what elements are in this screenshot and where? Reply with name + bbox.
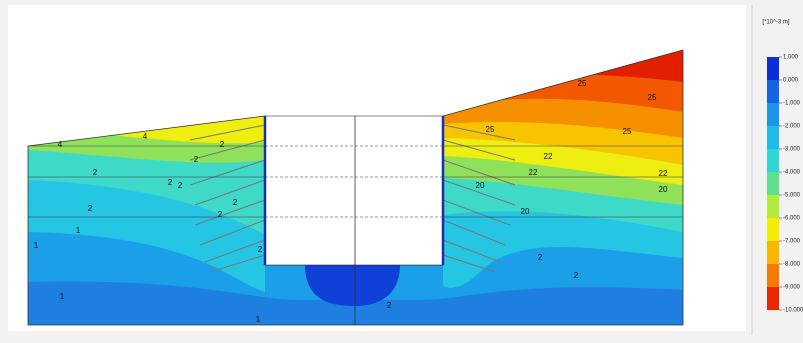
contour-label: 2 bbox=[233, 198, 238, 207]
legend-tick-label: -9.000 bbox=[783, 285, 801, 291]
legend-tick-label: -6.000 bbox=[783, 216, 801, 222]
contour-label: 25 bbox=[486, 125, 495, 134]
legend-tick-label: -7.000 bbox=[783, 239, 801, 245]
legend-swatch bbox=[767, 241, 779, 264]
contour-label: 25 bbox=[648, 93, 657, 102]
contour-label: 25 bbox=[578, 79, 587, 88]
legend-swatch bbox=[767, 57, 779, 80]
contour-label: 2 bbox=[387, 301, 392, 310]
legend-swatch bbox=[767, 103, 779, 126]
legend-tick-label: 1.000 bbox=[783, 55, 799, 61]
excavation bbox=[264, 115, 444, 266]
contour-label: 2 bbox=[258, 245, 263, 254]
legend-tick-label: -8.000 bbox=[783, 262, 801, 268]
contour-label: 1 bbox=[256, 315, 261, 324]
contour-label: 2 bbox=[93, 168, 98, 177]
legend-tick-label: -4.000 bbox=[783, 170, 801, 176]
contour-label: 4 bbox=[143, 132, 148, 141]
legend: 1.000 0.000 -1.000 -2.000 -3.000 -4.000 -5.000… bbox=[767, 55, 803, 314]
contour-label: 20 bbox=[659, 185, 668, 194]
band bbox=[305, 265, 400, 306]
legend-swatch bbox=[767, 80, 779, 103]
legend-tick-label: -2.000 bbox=[783, 124, 801, 130]
contour-label: 1 bbox=[60, 292, 65, 301]
legend-swatch bbox=[767, 172, 779, 195]
contour-label: 25 bbox=[623, 127, 632, 136]
legend-swatch bbox=[767, 126, 779, 149]
legend-swatch bbox=[767, 149, 779, 172]
contour-label: 2 bbox=[178, 181, 183, 190]
legend-tick-label: -5.000 bbox=[783, 193, 801, 199]
contour-label: 4 bbox=[58, 140, 63, 149]
contour-label: 1 bbox=[34, 241, 39, 250]
legend-tick-label: -3.000 bbox=[783, 147, 801, 153]
legend-swatch bbox=[767, 264, 779, 287]
legend-swatch bbox=[767, 195, 779, 218]
contour-label: 22 bbox=[544, 152, 553, 161]
contour-label: 20 bbox=[521, 207, 530, 216]
legend-tick-label: -10.000 bbox=[783, 308, 803, 314]
contour-label: 2 bbox=[220, 140, 225, 149]
contour-label: 2 bbox=[88, 204, 93, 213]
legend-tick-label: -1.000 bbox=[783, 101, 801, 107]
contour-label: 2 bbox=[574, 271, 579, 280]
legend-swatch bbox=[767, 218, 779, 241]
anchors bbox=[189, 124, 516, 273]
contour-label: 20 bbox=[476, 181, 485, 190]
contour-label: 2 bbox=[168, 178, 173, 187]
legend-unit: [*10^-3 m] bbox=[762, 20, 789, 26]
contour-label: 2 bbox=[194, 155, 199, 164]
contour-label: 22 bbox=[529, 168, 538, 177]
contour-label: 22 bbox=[659, 169, 668, 178]
contour-label: 2 bbox=[218, 210, 223, 219]
contour-label: 1 bbox=[76, 226, 81, 235]
legend-swatch bbox=[767, 287, 779, 310]
legend-tick-label: 0.000 bbox=[783, 78, 799, 84]
contour-label: 2 bbox=[538, 253, 543, 262]
